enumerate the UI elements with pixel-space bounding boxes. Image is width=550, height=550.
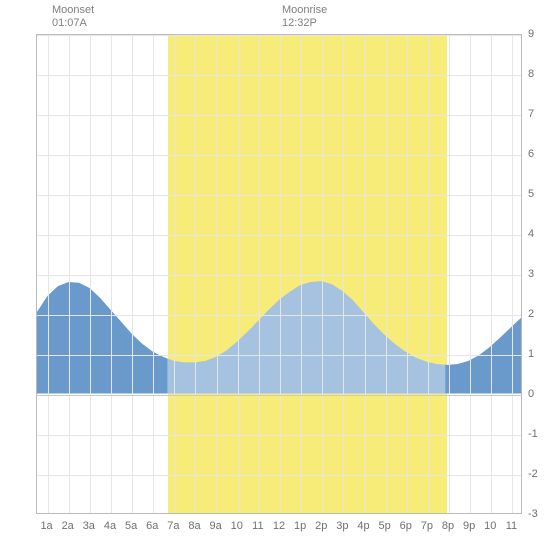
x-tick-label: 2p [315,520,327,532]
y-tick-label: -3 [528,508,538,520]
x-tick-label: 6a [146,520,158,532]
grid-h [37,435,521,436]
y-tick-label: 6 [528,148,534,160]
x-tick-label: 5p [379,520,391,532]
x-tick-label: 11 [252,520,263,532]
y-tick-label: 7 [528,108,534,120]
grid-v [195,35,196,513]
moonrise-title: Moonrise [282,4,327,16]
y-tick-label: 5 [528,188,534,200]
grid-v [386,35,387,513]
y-tick-label: 3 [528,268,534,280]
x-tick-label: 5a [125,520,137,532]
x-tick-label: 4p [357,520,369,532]
grid-h [37,195,521,196]
grid-v [259,35,260,513]
grid-v [153,35,154,513]
grid-h [37,115,521,116]
grid-h [37,35,521,36]
grid-h [37,235,521,236]
grid-h [37,355,521,356]
grid-v [280,35,281,513]
grid-v [407,35,408,513]
grid-v [322,35,323,513]
x-tick-label: 1a [40,520,52,532]
tide-chart [36,34,522,514]
x-tick-label: 3p [336,520,348,532]
grid-v [90,35,91,513]
x-tick-label: 11 [506,520,517,532]
x-tick-label: 8p [442,520,454,532]
moonrise-label: Moonrise12:32P [282,4,327,30]
grid-v [217,35,218,513]
y-tick-label: -2 [528,468,538,480]
grid-v [491,35,492,513]
grid-v [343,35,344,513]
x-tick-label: 12 [273,520,285,532]
x-tick-label: 7a [167,520,179,532]
grid-v [174,35,175,513]
tide-segment [167,281,445,393]
tide-segment [37,282,167,394]
grid-h [37,275,521,276]
zero-line [37,395,521,396]
x-tick-label: 2a [62,520,74,532]
grid-h [37,75,521,76]
grid-v [449,35,450,513]
y-tick-label: -1 [528,428,538,440]
x-tick-label: 6p [400,520,412,532]
grid-v [301,35,302,513]
grid-h [37,475,521,476]
grid-v [512,35,513,513]
grid-v [470,35,471,513]
y-tick-label: 2 [528,308,534,320]
grid-v [238,35,239,513]
x-tick-label: 4a [104,520,116,532]
y-tick-label: 4 [528,228,534,240]
grid-h [37,315,521,316]
moonset-title: Moonset [52,4,94,16]
x-tick-label: 7p [421,520,433,532]
y-tick-label: 1 [528,348,534,360]
grid-v [132,35,133,513]
moonset-time: 01:07A [52,17,94,30]
moonrise-time: 12:32P [282,17,327,30]
x-tick-label: 10 [484,520,496,532]
x-tick-label: 9a [209,520,221,532]
y-tick-label: 0 [528,388,534,400]
x-tick-label: 10 [231,520,243,532]
moonset-label: Moonset01:07A [52,4,94,30]
grid-v [428,35,429,513]
x-tick-label: 9p [463,520,475,532]
grid-v [69,35,70,513]
y-tick-label: 8 [528,68,534,80]
grid-v [48,35,49,513]
grid-v [365,35,366,513]
x-tick-label: 1p [294,520,306,532]
x-tick-label: 8a [188,520,200,532]
x-tick-label: 3a [83,520,95,532]
grid-h [37,155,521,156]
y-tick-label: 9 [528,28,534,40]
grid-v [111,35,112,513]
